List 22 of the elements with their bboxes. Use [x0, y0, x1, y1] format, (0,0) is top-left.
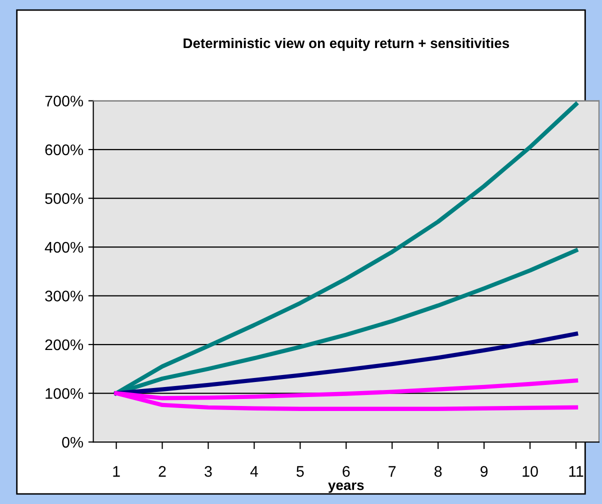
x-tick-label: 4: [250, 466, 258, 477]
x-tick-label: 5: [296, 466, 304, 477]
x-tick-label: 8: [434, 466, 442, 477]
x-tick-label: 2: [158, 466, 166, 477]
chart-title: Deterministic view on equity return + sensitivities: [184, 38, 510, 51]
line-series: [114, 332, 578, 396]
x-tick-label: 7: [388, 466, 396, 477]
y-tick-label: 300%: [45, 290, 84, 302]
y-tick-label: 100%: [46, 388, 84, 399]
y-tick-label: 400%: [44, 242, 84, 253]
x-tick-label: 3: [204, 466, 212, 477]
y-tick-label: 0%: [62, 436, 84, 448]
x-tick-label: 1: [113, 466, 120, 477]
y-tick-label: 600%: [45, 144, 84, 156]
y-tick-label: 500%: [45, 193, 84, 204]
x-axis-title: years: [328, 482, 364, 493]
x-tick-label: 6: [342, 466, 350, 477]
y-tick-label: 200%: [45, 339, 84, 350]
x-tick-label: 9: [480, 466, 488, 477]
x-tick-label: 11: [569, 466, 584, 477]
y-tick-label: 700%: [45, 96, 84, 106]
x-tick-label: 10: [522, 466, 538, 477]
